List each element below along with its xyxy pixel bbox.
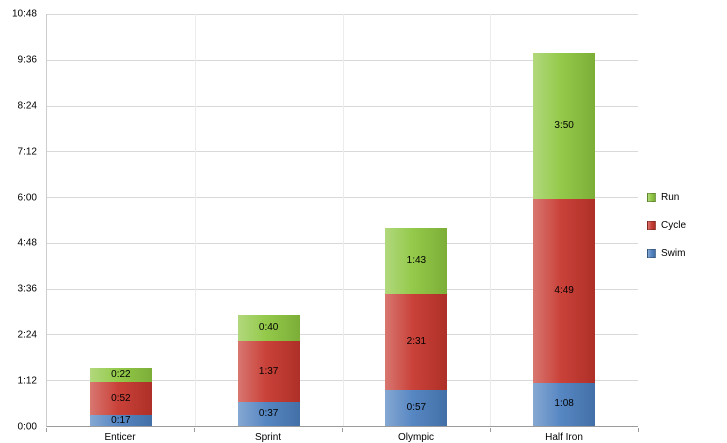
segment-value-label: 3:50 (554, 119, 574, 131)
category-separator-line (490, 14, 492, 426)
bar-segment-cycle: 1:37 (237, 340, 300, 403)
category-separator-line (194, 14, 196, 426)
x-axis-tick-mark (194, 428, 195, 432)
segment-value-label: 0:22 (111, 369, 131, 381)
x-axis-tick-mark (342, 428, 343, 432)
legend-label: Run (661, 192, 680, 203)
segment-value-label: 1:08 (554, 398, 574, 410)
y-axis-tick-label: 7:12 (17, 146, 37, 158)
bar-segment-run: 1:43 (385, 228, 448, 294)
bar-segment-run: 3:50 (533, 52, 596, 200)
x-axis-tick-mark (638, 428, 639, 432)
legend-item-swim: Swim (647, 248, 686, 259)
legend-label: Swim (661, 248, 686, 259)
legend-swatch-run (647, 193, 656, 202)
y-axis-tick-label: 4:48 (17, 237, 37, 249)
x-axis-category-label: Half Iron (545, 432, 583, 443)
x-axis-category-label: Olympic (397, 432, 435, 443)
y-axis-tick-label: 6:00 (17, 192, 37, 204)
x-axis-category-label: Sprint (254, 432, 282, 443)
y-axis: 0:00 1:12 2:24 3:36 4:48 6:00 7:12 8:24 9:36 10:4… (0, 9, 40, 433)
category-separator-line (342, 14, 344, 426)
segment-value-label: 0:57 (406, 401, 427, 413)
bar-segment-swim: 0:57 (385, 389, 448, 426)
legend-item-cycle: Cycle (647, 220, 686, 231)
bar-segment-swim: 0:17 (89, 414, 152, 426)
legend-item-run: Run (647, 192, 686, 203)
bar-column: 0:57 2:31 1:43 (385, 14, 448, 426)
x-axis-tick-mark (490, 428, 491, 432)
segment-value-label: 0:40 (258, 322, 279, 334)
legend: Run Cycle Swim (647, 192, 686, 259)
x-axis: Enticer Sprint Olympic Half Iron (46, 428, 639, 443)
bar-segment-swim: 0:37 (237, 402, 300, 426)
bar-segment-cycle: 0:52 (89, 382, 152, 416)
segment-value-label: 0:17 (111, 414, 131, 426)
y-axis-tick-label: 0:00 (17, 421, 37, 433)
legend-swatch-swim (647, 249, 656, 258)
x-axis-tick-mark (46, 428, 47, 432)
plot-area: 0:17 0:52 0:22 0:37 1:37 0:40 0:57 2:31 1:43 1:08… (46, 14, 638, 427)
bar-column: 0:37 1:37 0:40 (237, 14, 300, 426)
y-axis-tick-label: 10:48 (11, 8, 37, 20)
y-axis-tick-label: 9:36 (17, 54, 37, 66)
y-axis-tick-label: 1:12 (17, 375, 37, 387)
bar-column: 0:17 0:52 0:22 (89, 14, 152, 426)
bar-segment-cycle: 2:31 (385, 293, 448, 390)
bar-segment-swim: 1:08 (533, 382, 596, 426)
bar-column: 1:08 4:49 3:50 (533, 14, 596, 426)
segment-value-label: 0:52 (111, 392, 131, 404)
bar-segment-run: 0:40 (237, 315, 300, 341)
y-axis-tick-label: 8:24 (17, 100, 37, 112)
y-axis-tick-label: 2:24 (17, 329, 37, 341)
y-axis-tick-label: 3:36 (17, 283, 37, 295)
legend-label: Cycle (661, 220, 687, 231)
bar-segment-run: 0:22 (89, 368, 152, 383)
segment-value-label: 4:49 (554, 284, 574, 296)
segment-value-label: 1:37 (258, 365, 279, 377)
segment-value-label: 1:43 (406, 255, 427, 267)
x-axis-category-label: Enticer (104, 432, 136, 443)
segment-value-label: 0:37 (258, 408, 279, 420)
segment-value-label: 2:31 (406, 335, 427, 347)
legend-swatch-cycle (647, 221, 656, 230)
bar-segment-cycle: 4:49 (533, 199, 596, 383)
